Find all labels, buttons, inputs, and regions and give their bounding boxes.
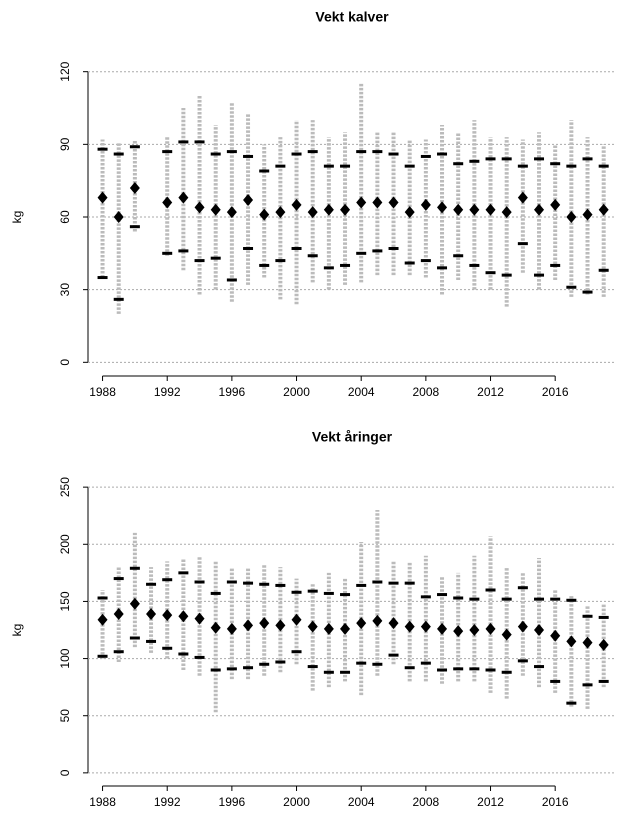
x-tick-label: 2000 xyxy=(283,385,310,399)
y-tick-label: 50 xyxy=(58,709,72,723)
mean-marker xyxy=(517,620,528,633)
y-tick-label: 150 xyxy=(58,591,72,611)
y-tick-label: 100 xyxy=(58,648,72,668)
mean-marker xyxy=(259,617,270,630)
mean-marker xyxy=(485,622,496,635)
mean-marker xyxy=(129,597,140,610)
mean-marker xyxy=(598,203,609,216)
mean-marker xyxy=(113,608,124,620)
x-tick-label: 2008 xyxy=(413,795,440,809)
mean-marker xyxy=(113,211,124,223)
mean-marker xyxy=(340,203,351,216)
x-tick-label: 1992 xyxy=(154,385,181,399)
y-tick-label: 200 xyxy=(58,534,72,554)
mean-marker xyxy=(356,617,367,630)
mean-marker xyxy=(259,208,270,221)
mean-marker xyxy=(420,620,431,633)
mean-marker xyxy=(291,198,302,211)
x-tick-label: 2000 xyxy=(283,795,310,809)
chart-title: Vekt kalver xyxy=(315,9,389,25)
y-tick-label: 30 xyxy=(58,283,72,297)
mean-marker xyxy=(453,203,464,216)
mean-marker xyxy=(178,610,189,623)
mean-marker xyxy=(501,628,512,641)
mean-marker xyxy=(226,206,237,219)
mean-marker xyxy=(485,203,496,216)
y-tick-label: 0 xyxy=(58,769,72,776)
mean-marker xyxy=(243,619,254,632)
mean-marker xyxy=(307,620,318,633)
x-tick-label: 2008 xyxy=(413,385,440,399)
x-tick-label: 2004 xyxy=(348,385,375,399)
mean-marker xyxy=(210,203,221,216)
chart-title: Vekt åringer xyxy=(312,429,393,445)
mean-marker xyxy=(275,206,286,219)
y-tick-label: 90 xyxy=(58,137,72,151)
mean-marker xyxy=(340,622,351,635)
mean-marker xyxy=(598,638,609,651)
mean-marker xyxy=(194,612,205,625)
x-tick-label: 2016 xyxy=(542,795,569,809)
mean-marker xyxy=(566,635,577,648)
mean-marker xyxy=(582,208,593,221)
mean-marker xyxy=(226,622,237,635)
mean-marker xyxy=(566,211,577,223)
mean-marker xyxy=(437,201,448,214)
mean-marker xyxy=(129,181,140,194)
mean-marker xyxy=(210,621,221,634)
y-tick-label: 60 xyxy=(58,210,72,224)
mean-marker xyxy=(453,625,464,638)
x-tick-label: 2012 xyxy=(477,385,504,399)
mean-marker xyxy=(550,198,561,211)
mean-marker xyxy=(162,609,173,622)
mean-marker xyxy=(323,203,334,216)
mean-marker xyxy=(469,203,480,216)
mean-marker xyxy=(437,622,448,635)
mean-marker xyxy=(275,619,286,632)
mean-marker xyxy=(372,196,383,209)
y-tick-label: 0 xyxy=(58,359,72,366)
mean-marker xyxy=(388,196,399,209)
mean-marker xyxy=(356,196,367,209)
mean-marker xyxy=(388,617,399,630)
mean-marker xyxy=(550,629,561,642)
mean-marker xyxy=(420,198,431,211)
mean-marker xyxy=(243,194,254,207)
x-tick-label: 1996 xyxy=(219,795,246,809)
mean-marker xyxy=(534,203,545,216)
mean-marker xyxy=(534,624,545,636)
y-axis-label: kg xyxy=(10,211,24,224)
x-tick-label: 2016 xyxy=(542,385,569,399)
mean-marker xyxy=(404,620,415,633)
mean-marker xyxy=(501,206,512,219)
mean-marker xyxy=(178,191,189,204)
x-tick-label: 2004 xyxy=(348,795,375,809)
x-tick-label: 1992 xyxy=(154,795,181,809)
x-tick-label: 1988 xyxy=(89,385,116,399)
mean-marker xyxy=(517,191,528,204)
x-tick-label: 1996 xyxy=(219,385,246,399)
y-tick-label: 250 xyxy=(58,477,72,497)
mean-marker xyxy=(469,624,480,636)
mean-marker xyxy=(291,613,302,626)
x-tick-label: 2012 xyxy=(477,795,504,809)
y-tick-label: 120 xyxy=(58,61,72,81)
mean-marker xyxy=(97,191,108,204)
mean-marker xyxy=(323,622,334,635)
mean-marker xyxy=(194,201,205,214)
x-tick-label: 1988 xyxy=(89,795,116,809)
mean-marker xyxy=(582,636,593,649)
y-axis-label: kg xyxy=(10,624,24,637)
mean-marker xyxy=(97,613,108,626)
mean-marker xyxy=(307,206,318,219)
mean-marker xyxy=(372,614,383,627)
mean-marker xyxy=(404,206,415,219)
mean-marker xyxy=(162,196,173,209)
mean-marker xyxy=(146,608,157,620)
